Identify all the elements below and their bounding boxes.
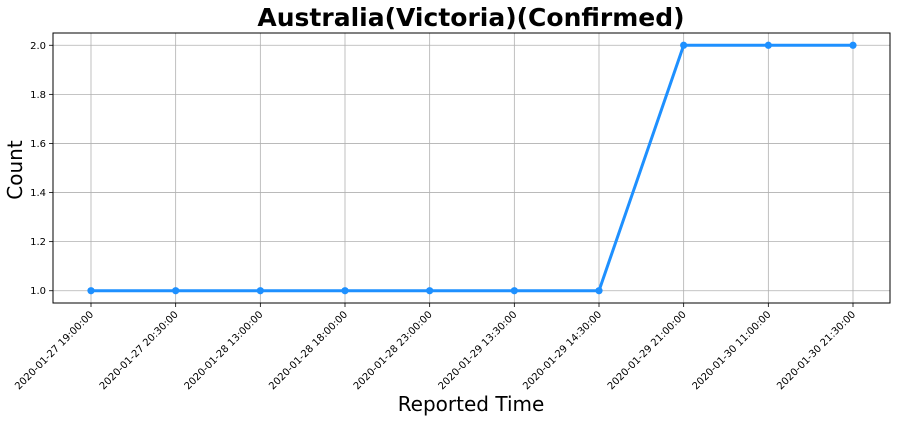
data-point	[849, 41, 857, 49]
data-point	[341, 287, 349, 295]
x-tick-label: 2020-01-27 19:00:00	[13, 309, 96, 392]
data-point	[595, 287, 603, 295]
y-tick-label: 2.0	[30, 41, 46, 52]
x-tick-label: 2020-01-29 21:00:00	[606, 309, 689, 392]
plot-area-frame	[52, 32, 891, 304]
x-tick-label: 2020-01-28 18:00:00	[267, 309, 350, 392]
x-tick-label: 2020-01-27 20:30:00	[98, 309, 181, 392]
data-point	[680, 41, 688, 49]
grid-lines	[53, 33, 890, 303]
y-axis-ticks: 1.0 1.2 1.4 1.6 1.8 2.0	[30, 41, 53, 297]
y-tick-label: 1.0	[30, 286, 46, 297]
x-tick-label: 2020-01-30 21:30:00	[775, 309, 858, 392]
y-tick-label: 1.6	[30, 139, 46, 150]
data-point	[172, 287, 180, 295]
y-tick-label: 1.2	[30, 237, 46, 248]
chart-title: Australia(Victoria)(Confirmed)	[257, 3, 684, 32]
data-point	[87, 287, 95, 295]
series-confirmed	[87, 41, 857, 295]
x-tick-label: 2020-01-29 13:30:00	[437, 309, 520, 392]
y-tick-label: 1.8	[30, 90, 46, 101]
x-axis-ticks: 2020-01-27 19:00:00 2020-01-27 20:30:00 20…	[13, 303, 858, 392]
data-point	[510, 287, 518, 295]
data-point	[764, 41, 772, 49]
data-point	[426, 287, 434, 295]
data-point	[256, 287, 264, 295]
y-tick-label: 1.4	[30, 188, 46, 199]
x-tick-label: 2020-01-29 14:30:00	[521, 309, 604, 392]
x-tick-label: 2020-01-28 23:00:00	[352, 309, 435, 392]
y-axis-label: Count	[3, 140, 27, 200]
series-line	[91, 43, 853, 293]
x-tick-label: 2020-01-30 11:00:00	[691, 309, 774, 392]
x-tick-label: 2020-01-28 13:00:00	[183, 309, 266, 392]
x-axis-label: Reported Time	[398, 392, 545, 416]
